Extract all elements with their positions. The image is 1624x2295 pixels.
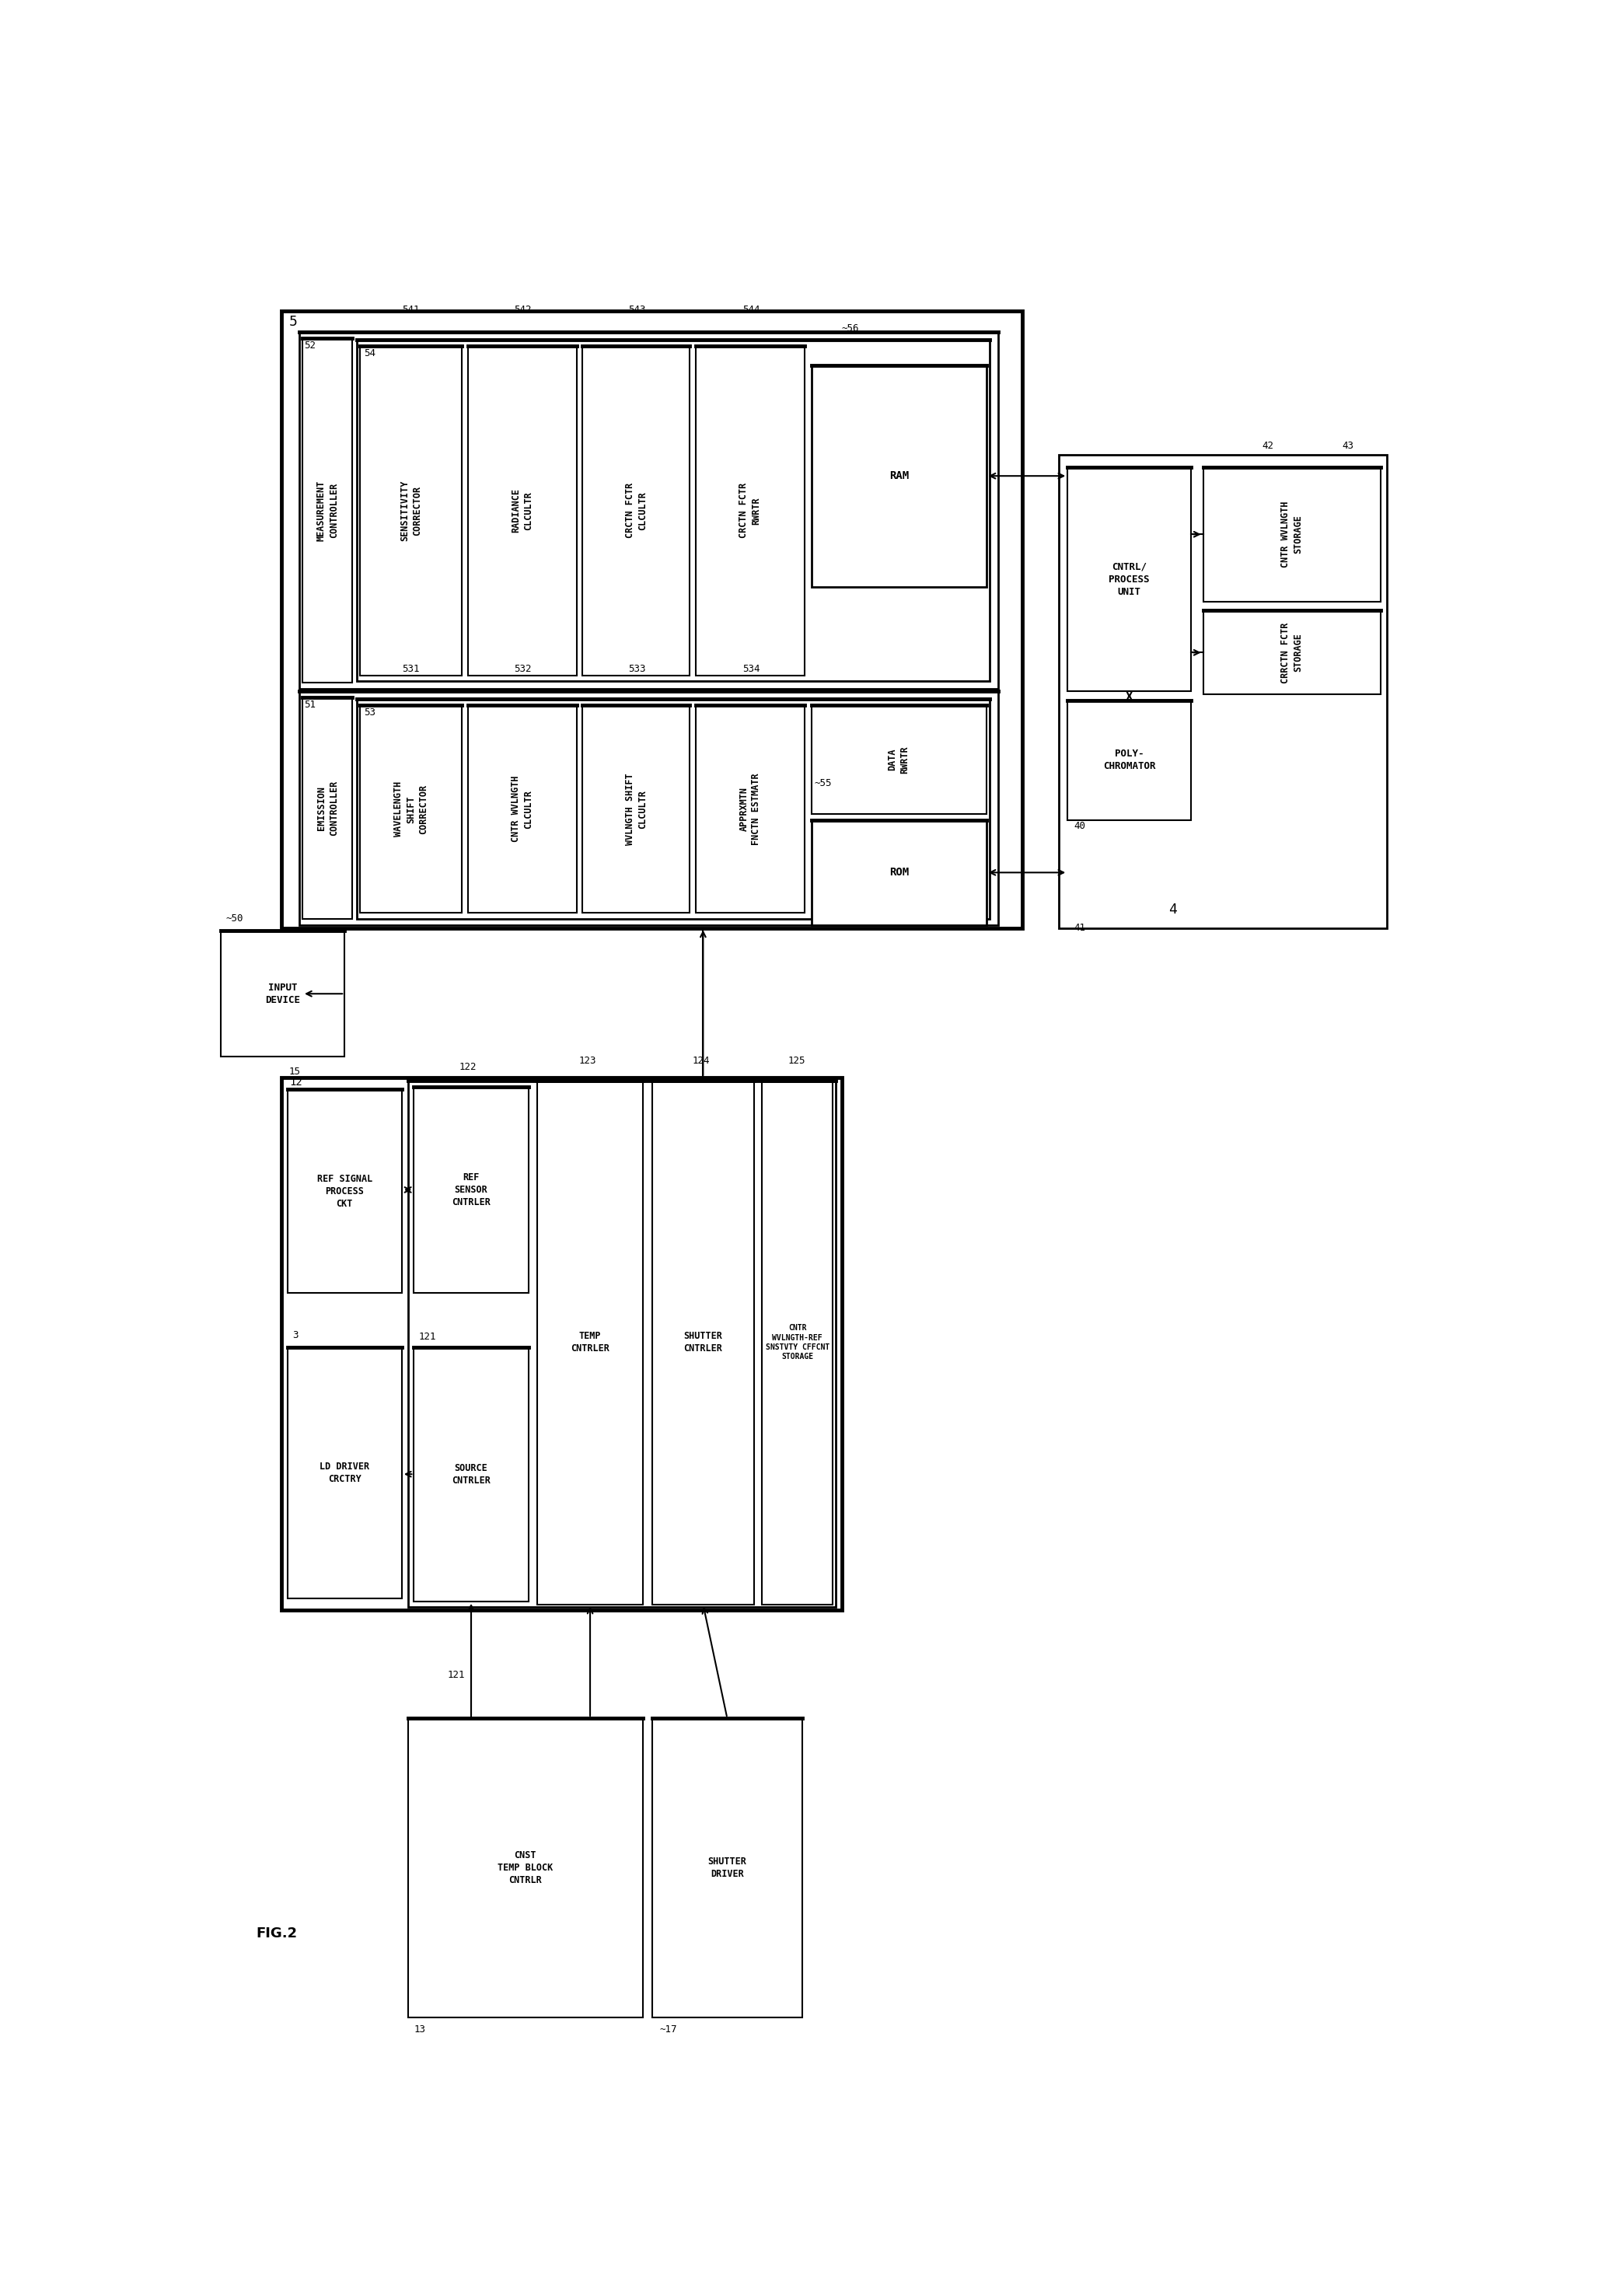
Text: CNTR WVLNGTH
STORAGE: CNTR WVLNGTH STORAGE <box>1281 500 1304 567</box>
Text: WVLNGTH SHIFT
CLCULTR: WVLNGTH SHIFT CLCULTR <box>625 773 648 845</box>
Text: 52: 52 <box>304 340 317 351</box>
Text: ~50: ~50 <box>226 913 244 925</box>
Text: 124: 124 <box>692 1056 710 1065</box>
Bar <box>408 1719 643 2017</box>
Bar <box>1203 610 1380 695</box>
Text: FIG.2: FIG.2 <box>257 1926 297 1942</box>
Text: SHUTTER
CNTRLER: SHUTTER CNTRLER <box>684 1331 723 1354</box>
Text: ~56: ~56 <box>841 324 859 333</box>
Text: RADIANCE
CLCULTR: RADIANCE CLCULTR <box>512 489 534 532</box>
Text: CNTR WVLNGTH
CLCULTR: CNTR WVLNGTH CLCULTR <box>512 776 534 842</box>
Text: DATA
RWRTR: DATA RWRTR <box>888 746 909 773</box>
Bar <box>812 819 986 925</box>
Text: ROM: ROM <box>888 868 909 879</box>
Text: SHUTTER
DRIVER: SHUTTER DRIVER <box>708 1857 747 1880</box>
Text: MEASUREMENT
CONTROLLER: MEASUREMENT CONTROLLER <box>317 480 339 542</box>
Bar <box>408 1081 836 1606</box>
Bar <box>281 312 1023 927</box>
Text: 43: 43 <box>1341 441 1353 452</box>
Text: INPUT
DEVICE: INPUT DEVICE <box>265 982 300 1005</box>
Bar <box>414 1347 528 1602</box>
Text: SOURCE
CNTRLER: SOURCE CNTRLER <box>451 1462 490 1485</box>
Text: 541: 541 <box>403 305 419 314</box>
Text: 544: 544 <box>742 305 760 314</box>
Text: 13: 13 <box>414 2024 425 2033</box>
Text: 534: 534 <box>742 663 760 675</box>
Bar <box>287 1090 401 1292</box>
Text: RAM: RAM <box>888 470 909 482</box>
Bar <box>357 700 989 918</box>
Text: CRRCTN FCTR
STORAGE: CRRCTN FCTR STORAGE <box>1281 622 1304 684</box>
Text: ~55: ~55 <box>815 778 831 787</box>
Bar <box>762 1081 833 1604</box>
Bar <box>1203 466 1380 601</box>
Text: 51: 51 <box>304 700 317 709</box>
Bar <box>651 1081 754 1604</box>
Bar <box>812 365 986 588</box>
Text: WAVELENGTH
SHIFT
CORRECTOR: WAVELENGTH SHIFT CORRECTOR <box>393 780 429 838</box>
Text: 121: 121 <box>419 1331 437 1343</box>
Text: REF
SENSOR
CNTRLER: REF SENSOR CNTRLER <box>451 1173 490 1207</box>
Bar <box>1067 700 1190 819</box>
Bar <box>287 1347 401 1597</box>
Text: LD DRIVER
CRCTRY: LD DRIVER CRCTRY <box>320 1462 370 1485</box>
Text: 531: 531 <box>403 663 419 675</box>
Text: POLY-
CHROMATOR: POLY- CHROMATOR <box>1103 748 1156 771</box>
Text: 4: 4 <box>1169 902 1177 918</box>
Text: 54: 54 <box>364 349 375 358</box>
Text: 15: 15 <box>289 1067 300 1076</box>
Text: 123: 123 <box>578 1056 596 1065</box>
Text: EMISSION
CONTROLLER: EMISSION CONTROLLER <box>317 780 339 835</box>
Text: CNST
TEMP BLOCK
CNTRLR: CNST TEMP BLOCK CNTRLR <box>497 1850 554 1884</box>
Text: CNTRL/
PROCESS
UNIT: CNTRL/ PROCESS UNIT <box>1109 562 1150 597</box>
Bar <box>812 705 986 815</box>
Text: TEMP
CNTRLER: TEMP CNTRLER <box>570 1331 609 1354</box>
Text: 533: 533 <box>628 663 645 675</box>
Text: 125: 125 <box>788 1056 806 1065</box>
Text: REF SIGNAL
PROCESS
CKT: REF SIGNAL PROCESS CKT <box>317 1173 372 1209</box>
Bar <box>583 705 690 913</box>
Text: 543: 543 <box>628 305 645 314</box>
Text: 42: 42 <box>1262 441 1275 452</box>
Text: APPRXMTN
FNCTN ESTMATR: APPRXMTN FNCTN ESTMATR <box>739 773 762 845</box>
Bar <box>538 1081 643 1604</box>
Text: 5: 5 <box>289 314 297 328</box>
Text: ~17: ~17 <box>659 2024 677 2033</box>
Text: 532: 532 <box>513 663 531 675</box>
Bar <box>359 347 463 675</box>
Text: CRCTN FCTR
CLCULTR: CRCTN FCTR CLCULTR <box>625 482 648 539</box>
Text: 3: 3 <box>292 1329 297 1340</box>
Text: CRCTN FCTR
RWRTR: CRCTN FCTR RWRTR <box>739 482 762 539</box>
Bar <box>695 705 804 913</box>
Text: SENSITIVITY
CORRECTOR: SENSITIVITY CORRECTOR <box>400 480 422 542</box>
Bar <box>651 1719 802 2017</box>
Text: 122: 122 <box>460 1063 477 1072</box>
Text: 121: 121 <box>448 1671 464 1680</box>
Bar <box>281 1079 841 1611</box>
Text: 12: 12 <box>289 1076 302 1088</box>
Text: 40: 40 <box>1073 822 1085 831</box>
Bar <box>468 705 577 913</box>
Bar <box>359 705 463 913</box>
Bar <box>468 347 577 675</box>
Bar <box>414 1086 528 1292</box>
Bar <box>221 932 344 1056</box>
Bar <box>1059 454 1387 927</box>
Bar <box>695 347 804 675</box>
Bar <box>302 698 352 918</box>
Bar <box>1067 466 1190 691</box>
Bar <box>299 333 999 688</box>
Text: CNTR
WVLNGTH-REF
SNSTVTY CFFCNT
STORAGE: CNTR WVLNGTH-REF SNSTVTY CFFCNT STORAGE <box>765 1324 830 1361</box>
Bar <box>357 340 989 682</box>
Text: 41: 41 <box>1073 923 1085 934</box>
Bar <box>583 347 690 675</box>
Text: 53: 53 <box>364 707 375 718</box>
Bar <box>302 337 352 682</box>
Text: 542: 542 <box>513 305 531 314</box>
Bar <box>299 691 999 925</box>
